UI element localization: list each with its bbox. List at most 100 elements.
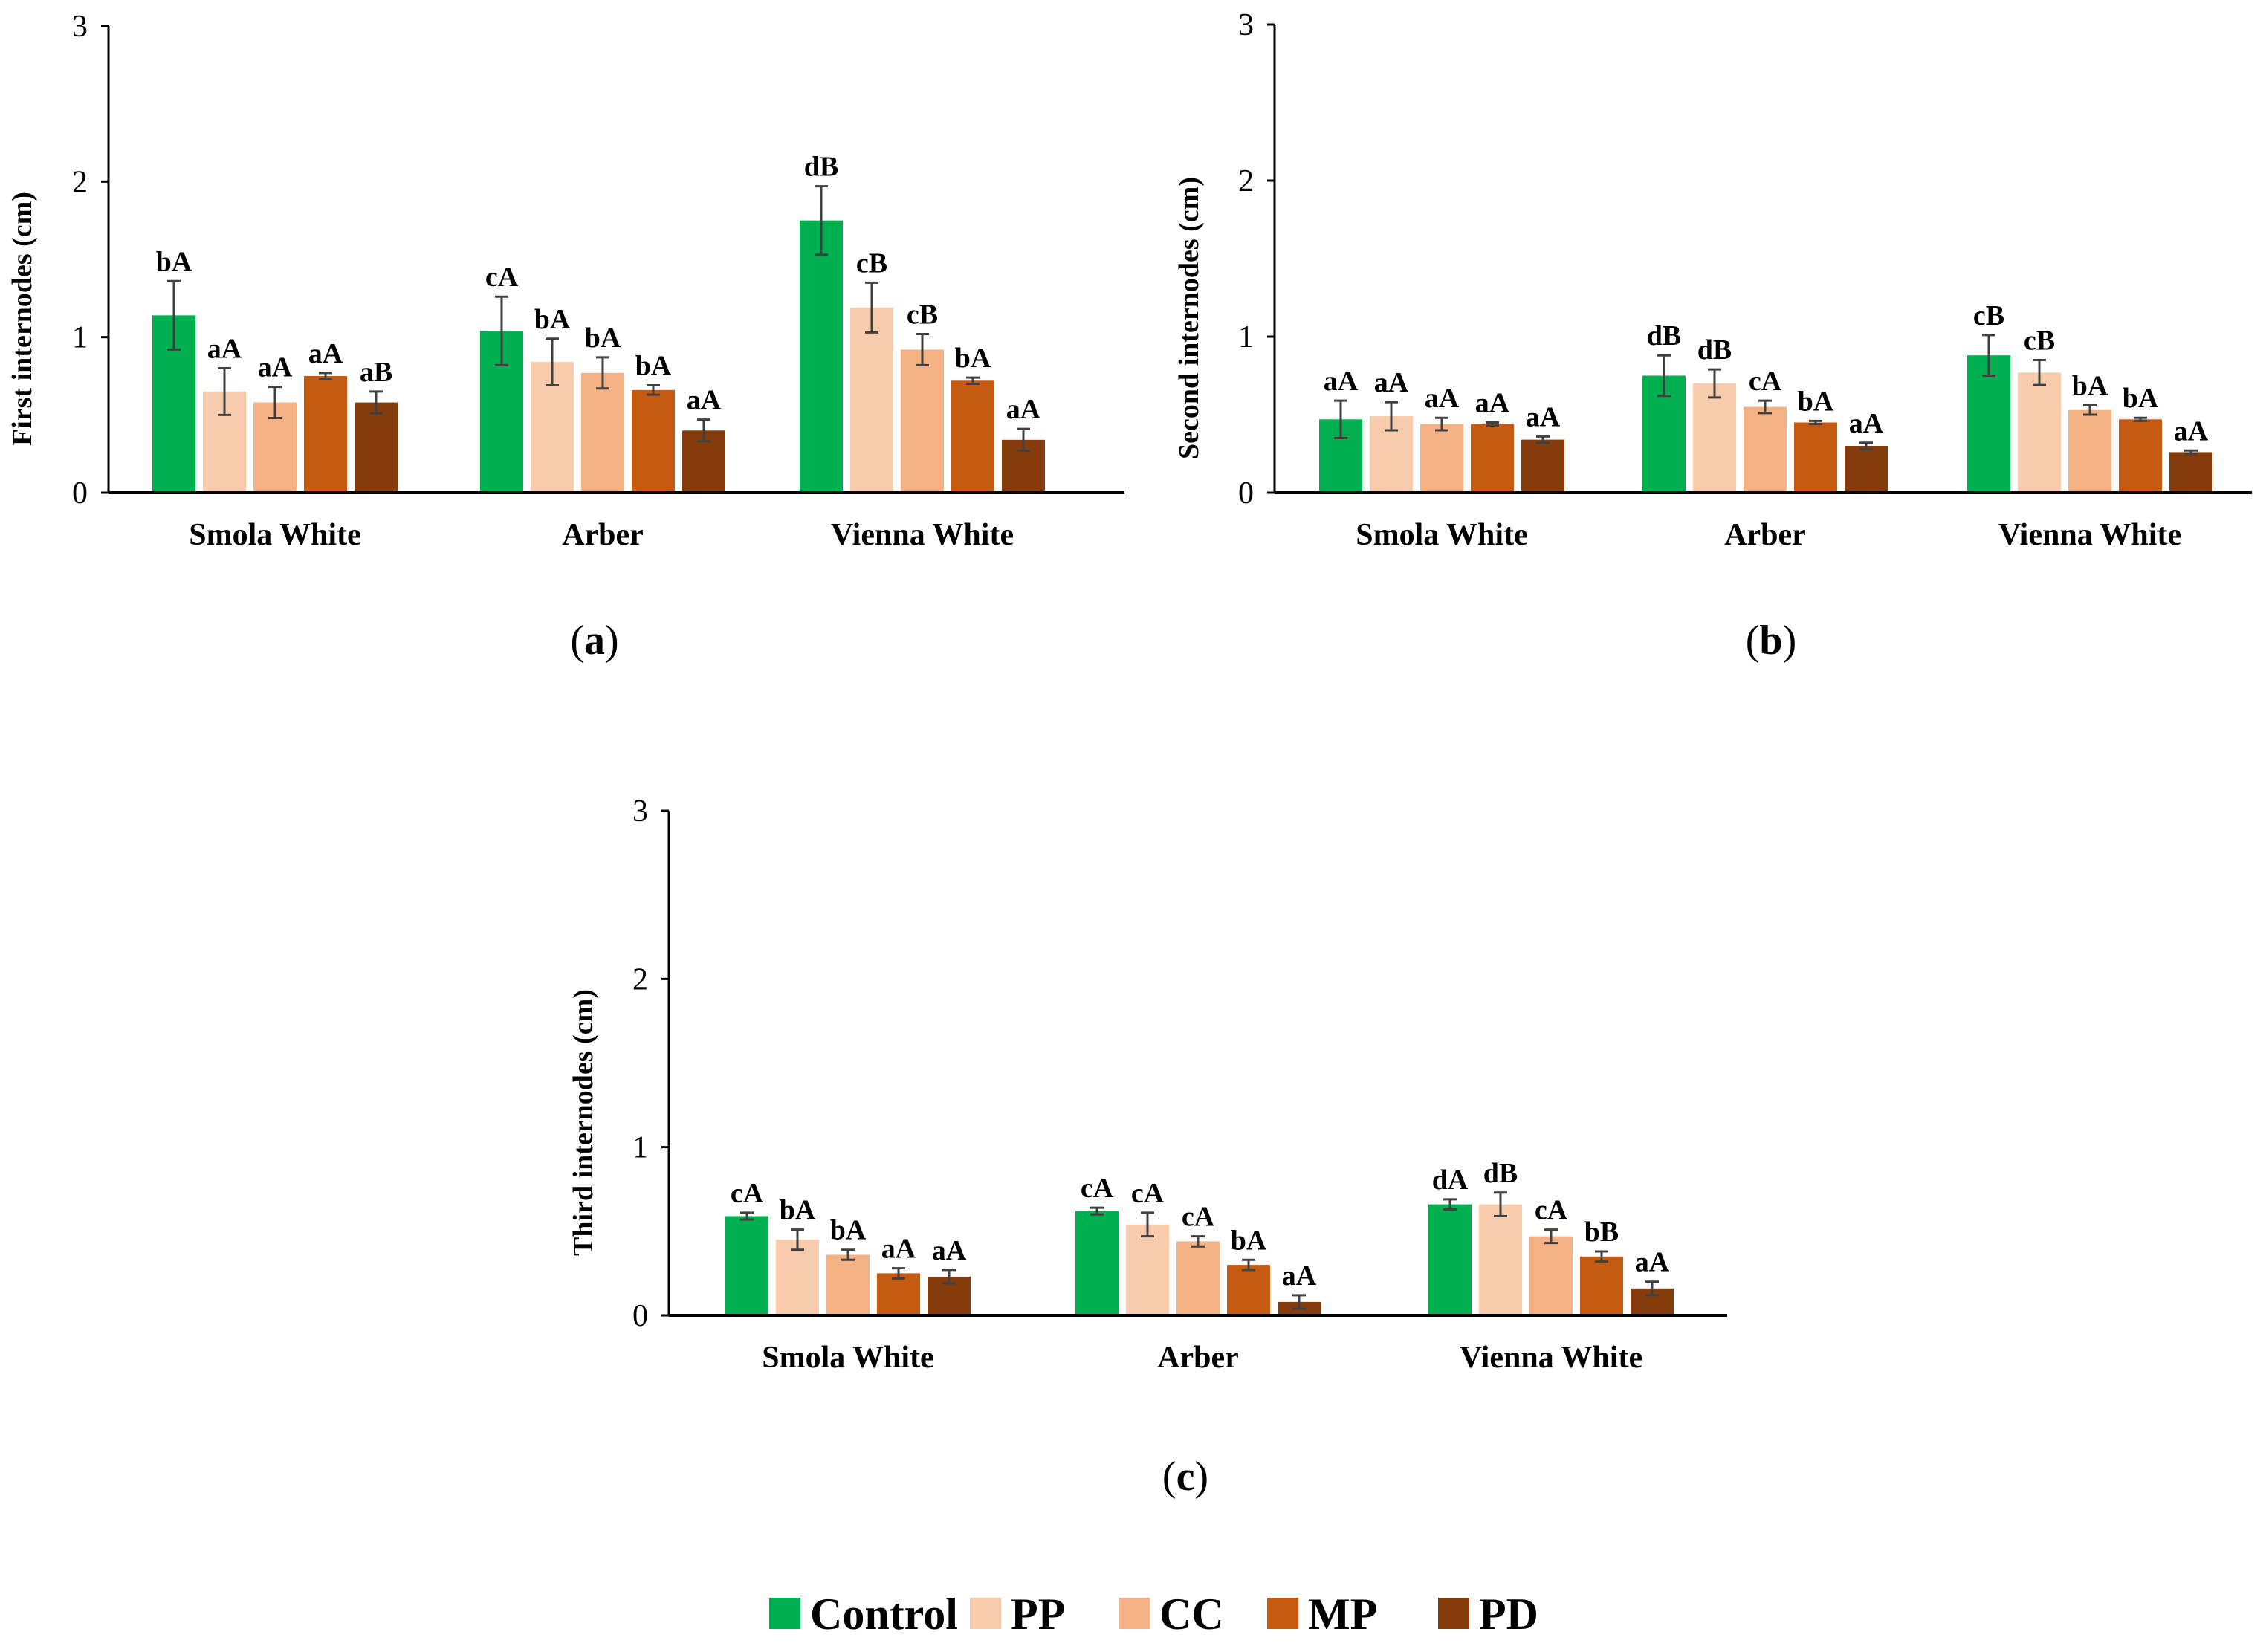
bar-cc-arber [1176,1241,1220,1315]
category-label: Vienna White [831,518,1014,552]
significance-label: aA [1425,383,1460,414]
error-bar [2083,404,2097,416]
legend-item-mp: MP [1267,1590,1377,1639]
significance-label: cA [485,262,519,293]
error-bar [916,332,929,366]
bar-pd-smola-white [355,402,398,493]
legend-label: Control [810,1590,958,1639]
category-label: Smola White [1356,518,1527,552]
error-bar [1708,368,1721,399]
bar-pp-arber [1693,383,1736,493]
significance-label: aA [1006,394,1041,425]
significance-label: aB [360,357,392,388]
chart-panel-c: 0 1 2 3 cA bA bA aA aA Smola White cA cA cA bA aA Arber… [568,794,1727,1500]
significance-label: cA [731,1178,764,1209]
y-tick-label: 2 [72,165,88,199]
y-tick-label: 0 [1238,476,1254,511]
bar-mp-arber [632,389,675,493]
significance-label: cB [856,247,887,279]
error-bar [1486,421,1499,427]
y-tick-label: 0 [632,1299,648,1333]
error-bar [495,295,508,366]
significance-label: dB [1697,334,1732,366]
y-axis-title: Second internodes (cm) [1174,177,1205,459]
bar-pp-vienna-white [2018,372,2061,493]
error-bar [966,376,980,385]
error-bar [2184,449,2198,455]
y-axis-title: Third internodes (cm) [568,989,599,1256]
category-label: Vienna White [1460,1341,1642,1375]
significance-label: cB [1973,300,2004,331]
error-bar [167,279,181,351]
error-bar [1758,399,1772,415]
legend-label: PD [1479,1590,1538,1639]
error-bar [2134,416,2147,422]
y-axis-title: First internodes (cm) [7,192,38,446]
significance-label: bA [2123,383,2159,414]
significance-label: bA [2072,370,2108,401]
significance-label: aA [881,1234,916,1265]
significance-label: cA [1182,1202,1215,1233]
panel-label: (b) [1746,618,1796,664]
error-bar [369,390,383,415]
significance-label: aA [1526,401,1561,433]
y-tick-label: 3 [632,794,648,829]
significance-label: bA [585,323,621,354]
error-bar [1443,1198,1457,1211]
error-bar [1657,354,1671,398]
error-bar [319,372,332,380]
y-tick-label: 2 [1238,164,1254,198]
significance-label: aA [687,385,722,416]
legend-swatch [769,1598,800,1629]
category-label: Smola White [189,518,360,552]
y-tick-label: 0 [72,476,88,511]
y-tick-label: 1 [632,1131,648,1165]
significance-label: aA [207,334,242,365]
error-bar [647,384,660,396]
bar-cc-smola-white [826,1254,870,1315]
significance-label: aA [932,1235,967,1266]
error-bar [268,386,282,420]
bar-cc-arber [1744,406,1787,493]
bar-control-smola-white [725,1216,768,1315]
significance-label: cA [1131,1178,1165,1209]
bar-control-arber [1075,1211,1119,1315]
legend-label: PP [1011,1590,1065,1639]
bar-mp-vienna-white [2119,419,2162,493]
significance-label: bA [1231,1225,1267,1256]
error-bar [1536,435,1550,444]
bar-control-vienna-white [1967,355,2010,493]
chart-panel-a: 0 1 2 3 bA aA aA aA aB Smola White cA bA bA bA aA Arber… [7,10,1124,664]
error-bar [1292,1294,1306,1310]
category-label: Vienna White [1998,518,2181,552]
legend-item-pd: PD [1438,1590,1538,1639]
error-bar [546,337,559,387]
significance-label: bA [830,1215,867,1246]
significance-label: bB [1584,1217,1619,1248]
significance-label: bA [156,246,192,277]
error-bar [1141,1211,1154,1238]
error-bar [697,418,710,443]
error-bar [2033,359,2046,386]
legend-swatch [970,1598,1001,1629]
significance-label: aA [1324,366,1359,397]
error-bar [1645,1280,1659,1297]
bar-pp-arber [1126,1224,1169,1315]
error-bar [596,356,609,390]
bar-cc-smola-white [1420,424,1463,493]
significance-label: cA [1081,1173,1114,1204]
legend-label: CC [1159,1590,1224,1639]
error-bar [740,1211,754,1221]
error-bar [1435,416,1448,432]
bar-cc-vienna-white [901,349,944,493]
chart-panel-b: 0 1 2 3 aA aA aA aA aA Smola White dB dB cA bA aA Arber… [1174,8,2252,664]
significance-label: bA [534,304,571,335]
error-bar [1017,427,1030,452]
bar-mp-vienna-white [1580,1256,1623,1315]
error-bar [865,281,878,334]
bar-mp-vienna-white [951,380,994,493]
significance-label: aA [1282,1260,1317,1292]
bar-mp-smola-white [304,376,347,493]
bar-cc-arber [581,372,624,493]
